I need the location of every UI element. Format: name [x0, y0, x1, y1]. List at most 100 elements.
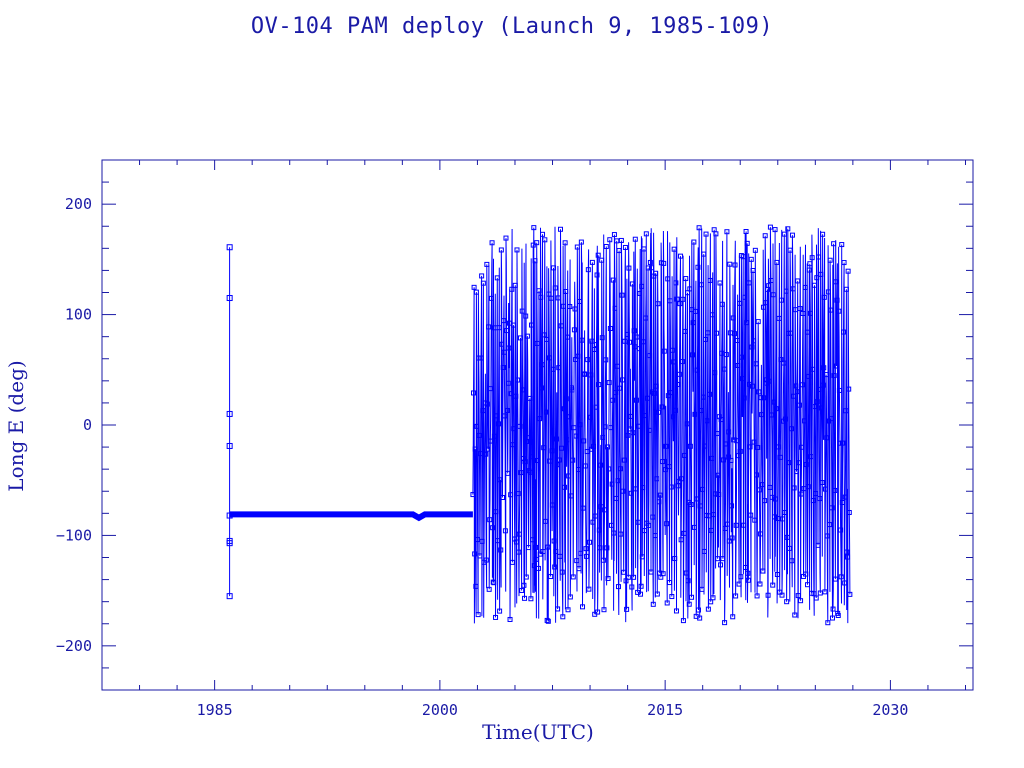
drift-point	[803, 462, 809, 468]
drift-point	[807, 310, 813, 316]
drift-point	[762, 233, 768, 239]
drift-point	[831, 241, 837, 247]
drift-point	[533, 556, 539, 562]
drift-point	[636, 346, 642, 352]
drift-point	[543, 409, 549, 415]
drift-point	[560, 614, 566, 620]
drift-point	[710, 595, 716, 601]
drift-point	[645, 265, 651, 271]
drift-point	[613, 495, 619, 501]
drift-point	[510, 442, 516, 448]
drift-point	[701, 548, 707, 554]
drift-point	[694, 496, 700, 502]
drift-point	[586, 539, 592, 545]
drift-point	[671, 359, 677, 365]
drift-point	[625, 574, 631, 580]
drift-point	[735, 362, 741, 368]
drift-point	[782, 509, 788, 515]
drift-point	[817, 590, 823, 596]
drift-point	[582, 371, 588, 377]
drift-point	[718, 562, 724, 568]
drift-point	[770, 292, 776, 298]
drift-point	[549, 448, 555, 454]
drift-point	[542, 518, 548, 524]
drift-point	[700, 394, 706, 400]
drift-point	[693, 308, 699, 314]
drift-point	[491, 580, 497, 586]
drift-point	[814, 399, 820, 405]
drift-point	[554, 462, 560, 468]
drift-point	[803, 571, 809, 577]
drift-point	[812, 404, 818, 410]
drift-point	[500, 495, 506, 501]
drift-point	[707, 391, 713, 397]
drift-point	[780, 516, 786, 522]
drift-point	[722, 620, 728, 626]
drift-point	[800, 310, 806, 316]
drift-point	[551, 265, 557, 271]
drift-point	[612, 305, 618, 311]
drift-point	[544, 617, 550, 623]
drift-point	[531, 225, 537, 231]
drift-point	[559, 569, 565, 575]
drift-point	[779, 592, 785, 598]
drift-point	[474, 423, 480, 429]
drift-point	[624, 606, 630, 612]
drift-point	[581, 438, 587, 444]
drift-point	[639, 554, 645, 560]
drift-point	[820, 231, 826, 237]
drift-point	[676, 371, 682, 377]
drift-point	[617, 385, 623, 391]
drift-point	[840, 440, 846, 446]
drift-point	[816, 254, 822, 260]
drift-point	[823, 372, 829, 378]
drift-point	[575, 353, 581, 359]
drift-point	[753, 472, 759, 478]
drift-point	[729, 503, 735, 509]
drift-point	[839, 242, 845, 248]
drift-point	[767, 224, 773, 230]
drift-point	[650, 514, 656, 520]
drift-point	[650, 601, 656, 607]
drift-point	[842, 580, 848, 586]
drift-point	[799, 382, 805, 388]
drift-point	[629, 281, 635, 287]
drift-point	[621, 457, 627, 463]
drift-point	[534, 240, 540, 246]
drift-point	[523, 313, 529, 319]
drift-point	[700, 486, 706, 492]
drift-point	[669, 594, 675, 600]
drift-point	[755, 444, 761, 450]
drift-point	[528, 322, 534, 328]
drift-point	[682, 328, 688, 334]
drift-point	[720, 457, 726, 463]
drift-point	[733, 593, 739, 599]
drift-point	[501, 349, 507, 355]
drift-point	[692, 411, 698, 417]
drift-point	[716, 492, 722, 498]
drift-point	[712, 370, 718, 376]
drift-point	[553, 548, 559, 554]
drift-point	[575, 467, 581, 473]
drift-point	[751, 439, 757, 445]
drift-point	[562, 484, 568, 490]
drift-point	[600, 557, 606, 563]
drift-point	[840, 329, 846, 335]
drift-point	[744, 320, 750, 326]
drift-point	[640, 339, 646, 345]
drift-point	[536, 288, 542, 294]
drift-point	[555, 295, 561, 301]
drift-point	[828, 416, 834, 422]
drift-point	[564, 334, 570, 340]
drift-point	[567, 594, 573, 600]
drift-point	[817, 496, 823, 502]
drift-point	[641, 246, 647, 252]
drift-point	[516, 531, 522, 537]
drift-point	[475, 612, 481, 618]
drift-point	[787, 545, 793, 551]
drift-point	[721, 366, 727, 372]
drift-point	[838, 527, 844, 533]
drift-point	[486, 324, 492, 330]
drift-point	[685, 578, 691, 584]
drift-point	[476, 432, 482, 438]
